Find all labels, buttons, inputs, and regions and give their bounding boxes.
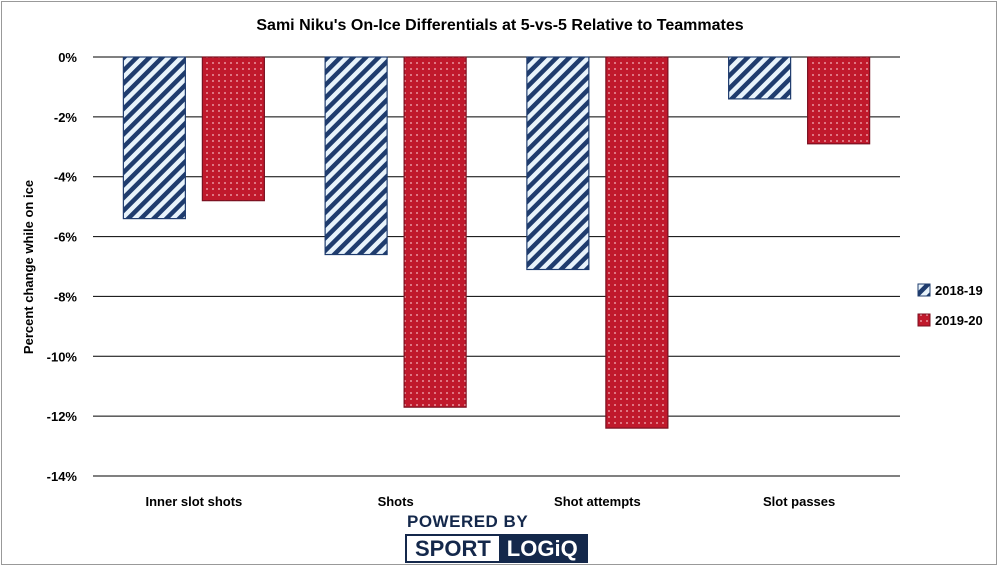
x-tick-label: Inner slot shots xyxy=(145,494,242,509)
bar-2018-19 xyxy=(122,56,186,220)
y-tick-label: -8% xyxy=(54,289,78,304)
bar-2018-19 xyxy=(526,56,590,271)
bar-2019-20 xyxy=(807,56,871,145)
y-tick-label: -12% xyxy=(47,409,78,424)
sportlogiq-logo: POWERED BY SPORT LOGiQ xyxy=(405,512,588,563)
legend-label: 2018-19 xyxy=(935,283,983,298)
logo-logiq: LOGiQ xyxy=(498,536,586,561)
y-axis-label: Percent change while on ice xyxy=(21,180,36,354)
logo-sport: SPORT xyxy=(407,536,499,561)
y-tick-label: -6% xyxy=(54,230,78,245)
legend-swatch-2018-19 xyxy=(917,283,931,297)
x-tick-label: Shots xyxy=(378,494,414,509)
y-tick-label: -14% xyxy=(47,469,78,484)
legend-label: 2019-20 xyxy=(935,313,983,328)
bar-2018-19 xyxy=(728,56,792,100)
chart-title: Sami Niku's On-Ice Differentials at 5-vs… xyxy=(256,17,743,34)
y-tick-label: 0% xyxy=(58,50,77,65)
y-tick-label: -2% xyxy=(54,110,78,125)
x-tick-label: Slot passes xyxy=(763,494,835,509)
powered-by-text: POWERED BY xyxy=(407,512,529,531)
bar-2019-20 xyxy=(201,56,265,202)
bar-2019-20 xyxy=(605,56,669,429)
bar-2018-19 xyxy=(324,56,388,256)
x-tick-label: Shot attempts xyxy=(554,494,641,509)
y-tick-label: -10% xyxy=(47,349,78,364)
bar-2019-20 xyxy=(403,56,467,408)
y-tick-label: -4% xyxy=(54,170,78,185)
legend-swatch-2019-20 xyxy=(917,313,931,327)
